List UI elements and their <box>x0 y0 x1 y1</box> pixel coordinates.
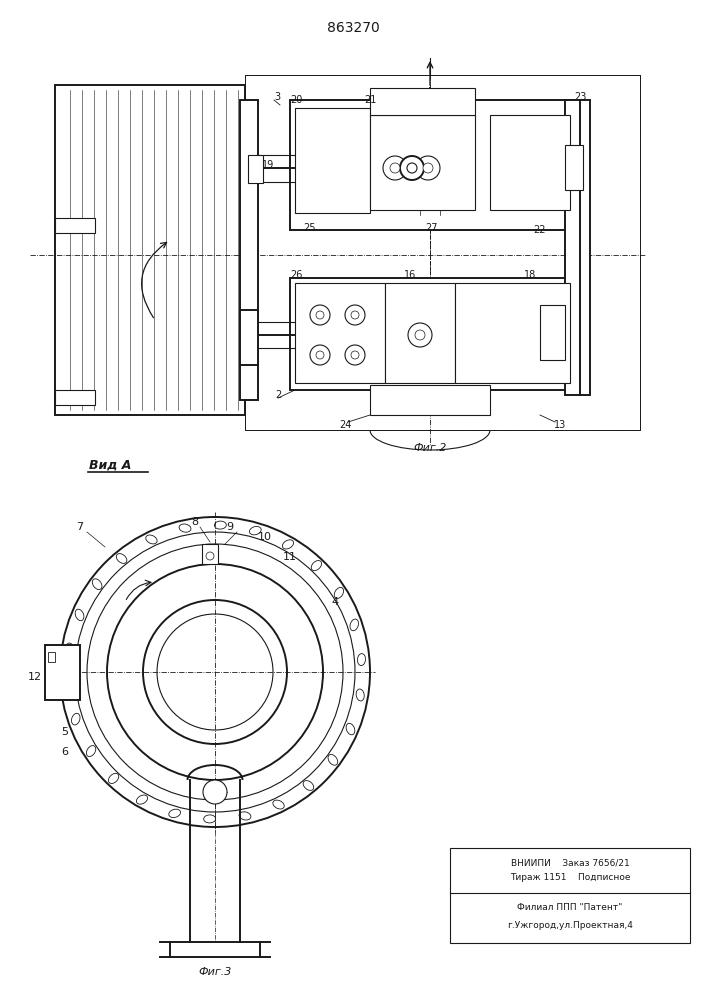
Bar <box>55 85 245 415</box>
Bar <box>565 100 590 395</box>
Bar <box>490 115 570 210</box>
Text: 2: 2 <box>275 390 281 400</box>
Bar <box>370 88 475 115</box>
Text: г.Ужгород,ул.Проектная,4: г.Ужгород,ул.Проектная,4 <box>507 920 633 930</box>
Circle shape <box>345 305 365 325</box>
Bar <box>48 652 55 662</box>
Text: 20: 20 <box>290 95 302 105</box>
Circle shape <box>423 163 433 173</box>
Bar <box>295 108 370 213</box>
Text: Тираж 1151    Подписное: Тираж 1151 Подписное <box>510 874 630 882</box>
Circle shape <box>316 311 324 319</box>
Bar <box>540 305 565 360</box>
Text: Филиал ППП "Патент": Филиал ППП "Патент" <box>518 904 623 912</box>
Circle shape <box>351 311 359 319</box>
Text: 8: 8 <box>192 517 199 527</box>
Circle shape <box>345 345 365 365</box>
Text: Вид А: Вид А <box>89 458 132 472</box>
Text: 25: 25 <box>304 223 316 233</box>
Bar <box>370 115 475 210</box>
Circle shape <box>203 780 227 804</box>
Circle shape <box>310 345 330 365</box>
Text: 18: 18 <box>524 270 536 280</box>
Text: 4: 4 <box>332 597 339 607</box>
Text: ВНИИПИ    Заказ 7656/21: ВНИИПИ Заказ 7656/21 <box>510 858 629 867</box>
Text: 5: 5 <box>62 727 69 737</box>
Bar <box>55 218 95 233</box>
Circle shape <box>383 156 407 180</box>
Text: 12: 12 <box>28 672 42 682</box>
Bar <box>240 100 258 400</box>
Bar <box>202 544 218 564</box>
Bar <box>290 100 580 230</box>
Circle shape <box>400 156 424 180</box>
Bar <box>455 283 570 383</box>
Bar <box>450 848 690 943</box>
Bar <box>55 390 95 405</box>
Text: 10: 10 <box>258 532 272 542</box>
Text: 22: 22 <box>534 225 547 235</box>
Text: 11: 11 <box>283 552 297 562</box>
Text: 7: 7 <box>76 522 83 532</box>
Text: Фиг.3: Фиг.3 <box>198 967 232 977</box>
Text: 21: 21 <box>364 95 376 105</box>
Circle shape <box>408 323 432 347</box>
Circle shape <box>415 330 425 340</box>
Text: 23: 23 <box>574 92 586 102</box>
Circle shape <box>407 163 417 173</box>
Text: 863270: 863270 <box>327 21 380 35</box>
Text: 13: 13 <box>554 420 566 430</box>
Bar <box>290 278 580 390</box>
Text: 6: 6 <box>62 747 69 757</box>
Circle shape <box>316 351 324 359</box>
Text: 19: 19 <box>262 160 274 170</box>
Bar <box>385 283 455 383</box>
Bar <box>295 283 385 383</box>
Bar <box>245 75 640 430</box>
Circle shape <box>416 156 440 180</box>
Text: 27: 27 <box>426 223 438 233</box>
Bar <box>45 645 80 700</box>
Text: 24: 24 <box>339 420 351 430</box>
Bar <box>248 155 263 183</box>
Bar <box>370 385 490 415</box>
Text: 16: 16 <box>404 270 416 280</box>
Text: Фиг.2: Фиг.2 <box>414 443 447 453</box>
Circle shape <box>390 163 400 173</box>
Text: 26: 26 <box>290 270 302 280</box>
Circle shape <box>206 552 214 560</box>
Text: 9: 9 <box>226 522 233 532</box>
Bar <box>240 310 258 365</box>
Circle shape <box>310 305 330 325</box>
Bar <box>565 145 583 190</box>
Circle shape <box>351 351 359 359</box>
Text: 3: 3 <box>274 92 280 102</box>
